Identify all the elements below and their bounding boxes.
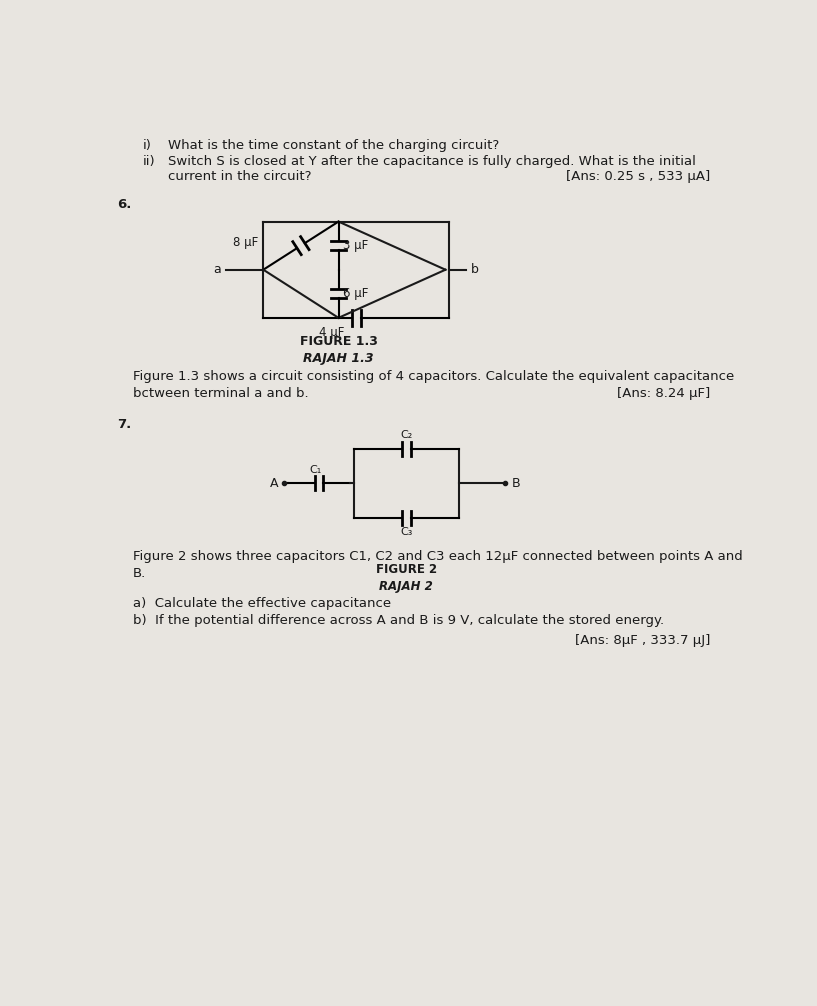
Text: What is the time constant of the charging circuit?: What is the time constant of the chargin… bbox=[168, 139, 499, 152]
Text: 4 μF: 4 μF bbox=[319, 326, 345, 339]
Text: RAJAH 2: RAJAH 2 bbox=[379, 579, 433, 593]
Text: b: b bbox=[471, 264, 479, 277]
Text: i): i) bbox=[142, 139, 151, 152]
Text: A: A bbox=[270, 477, 278, 490]
Text: 3 μF: 3 μF bbox=[343, 239, 368, 253]
Text: [Ans: 8μF , 333.7 μJ]: [Ans: 8μF , 333.7 μJ] bbox=[575, 634, 711, 647]
Text: 7.: 7. bbox=[118, 417, 132, 431]
Text: Switch S is closed at Y after the capacitance is fully charged. What is the init: Switch S is closed at Y after the capaci… bbox=[168, 155, 696, 168]
Text: 8 μF: 8 μF bbox=[234, 236, 259, 249]
Text: Figure 1.3 shows a circuit consisting of 4 capacitors. Calculate the equivalent : Figure 1.3 shows a circuit consisting of… bbox=[133, 370, 734, 383]
Text: ii): ii) bbox=[142, 155, 155, 168]
Text: [Ans: 8.24 μF]: [Ans: 8.24 μF] bbox=[618, 387, 711, 400]
Text: RAJAH 1.3: RAJAH 1.3 bbox=[303, 352, 374, 365]
Text: FIGURE 2: FIGURE 2 bbox=[376, 562, 437, 575]
Text: C₃: C₃ bbox=[400, 527, 413, 537]
Text: Figure 2 shows three capacitors C1, C2 and C3 each 12μF connected between points: Figure 2 shows three capacitors C1, C2 a… bbox=[133, 550, 743, 563]
Text: C₂: C₂ bbox=[400, 431, 413, 441]
Text: bctween terminal a and b.: bctween terminal a and b. bbox=[133, 387, 309, 400]
Text: a)  Calculate the effective capacitance: a) Calculate the effective capacitance bbox=[133, 597, 391, 610]
Text: C₁: C₁ bbox=[309, 465, 321, 475]
Text: 6.: 6. bbox=[118, 198, 132, 211]
Text: a: a bbox=[214, 264, 221, 277]
Text: B.: B. bbox=[133, 567, 146, 580]
Text: current in the circuit?: current in the circuit? bbox=[168, 170, 311, 183]
Text: FIGURE 1.3: FIGURE 1.3 bbox=[300, 335, 377, 348]
Text: 6 μF: 6 μF bbox=[343, 288, 368, 300]
Text: b)  If the potential difference across A and B is 9 V, calculate the stored ener: b) If the potential difference across A … bbox=[133, 614, 664, 627]
Text: [Ans: 0.25 s , 533 μA]: [Ans: 0.25 s , 533 μA] bbox=[566, 170, 711, 183]
Text: B: B bbox=[511, 477, 520, 490]
